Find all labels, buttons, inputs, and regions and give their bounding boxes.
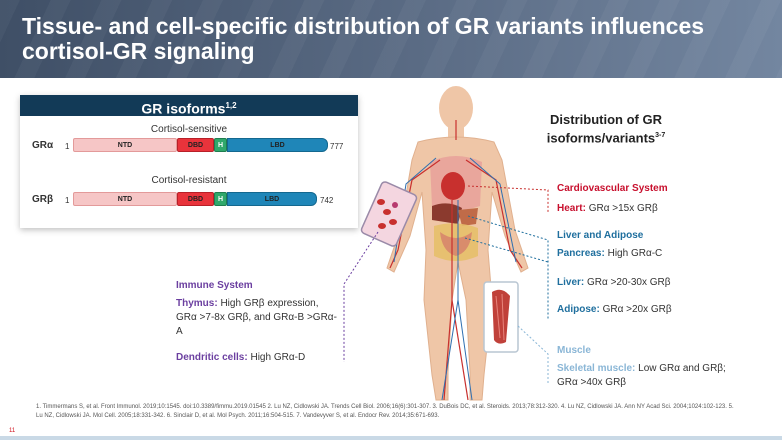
footer-bar: [0, 436, 782, 440]
gr-beta-hinge-domain: H: [214, 192, 227, 206]
gr-isoforms-panel: GR isoforms1,2 Cortisol-sensitive GRα 1 …: [20, 95, 358, 228]
liver-adipose-heading: Liver and Adipose: [557, 230, 644, 241]
skeletal-muscle-label: Skeletal muscle:: [557, 363, 636, 374]
dendritic-label: Dendritic cells:: [176, 352, 248, 363]
gr-beta-ntd-domain: NTD: [73, 192, 177, 206]
blood-cells-inset: [360, 181, 418, 247]
pancreas-text: High GRα-C: [607, 248, 663, 259]
distribution-title-sup: 3-7: [655, 132, 666, 139]
adipose-label: Adipose:: [557, 304, 600, 315]
gr-beta-label: GRβ: [32, 194, 54, 205]
gr-beta-subtitle: Cortisol-resistant: [151, 175, 227, 186]
muscle-heading: Muscle: [557, 345, 591, 356]
pancreas-line: Pancreas: High GRα-C: [557, 247, 662, 261]
thymus-label: Thymus:: [176, 298, 218, 309]
gr-beta-start: 1: [65, 196, 70, 205]
immune-heading: Immune System: [176, 280, 253, 291]
heart-line: Heart: GRα >15x GRβ: [557, 202, 658, 216]
title-bar-texture: [0, 0, 782, 78]
liver-line: Liver: GRα >20-30x GRβ: [557, 276, 671, 290]
gr-isoforms-heading-text: GR isoforms: [141, 100, 226, 117]
gr-alpha-subtitle: Cortisol-sensitive: [150, 124, 228, 135]
skeletal-muscle-text: Low GRα and GRβ; GRα >40x GRβ: [557, 363, 726, 388]
dendritic-line: Dendritic cells: High GRα-D: [176, 351, 305, 365]
muscle-inset: [483, 281, 519, 353]
heart-text: GRα >15x GRβ: [588, 203, 658, 214]
liver-text: GRα >20-30x GRβ: [587, 277, 671, 288]
dendritic-text: High GRα-D: [250, 352, 306, 363]
gr-alpha-label: GRα: [32, 140, 54, 151]
references: 1. Timmermans S, et al. Front Immunol. 2…: [36, 404, 734, 419]
gr-alpha-hinge-domain: H: [214, 138, 227, 152]
gr-alpha-end: 777: [330, 142, 344, 151]
title-bar: Tissue- and cell-specific distribution o…: [0, 0, 782, 78]
slide-title: Tissue- and cell-specific distribution o…: [22, 13, 705, 64]
distribution-title: Distribution of GR isoforms/variants3-7: [520, 112, 692, 146]
gr-alpha-lbd-domain: LBD: [227, 138, 328, 152]
page-number: 11: [9, 428, 16, 434]
cardiovascular-heading: Cardiovascular System: [557, 183, 668, 194]
adipose-text: GRα >20x GRβ: [602, 304, 672, 315]
gr-alpha-dbd-domain: DBD: [177, 138, 214, 152]
gr-isoforms-heading: GR isoforms1,2: [20, 95, 358, 117]
adipose-line: Adipose: GRα >20x GRβ: [557, 303, 672, 317]
gr-isoforms-heading-sup: 1,2: [225, 101, 237, 110]
liver-label: Liver:: [557, 277, 585, 288]
distribution-title-text: Distribution of GR isoforms/variants: [546, 112, 662, 146]
skeletal-muscle-line: Skeletal muscle: Low GRα and GRβ; GRα >4…: [557, 362, 732, 390]
heart-label: Heart:: [557, 203, 586, 214]
gr-beta-lbd-domain: LBD: [227, 192, 317, 206]
thymus-text: High GRβ expression, GRα >7-8x GRβ, and …: [176, 298, 337, 337]
gr-alpha-ntd-domain: NTD: [73, 138, 177, 152]
human-body-figure: [386, 86, 529, 401]
thymus-line: Thymus: High GRβ expression, GRα >7-8x G…: [176, 297, 340, 339]
gr-beta-end: 742: [320, 196, 334, 205]
pancreas-label: Pancreas:: [557, 248, 605, 259]
gr-beta-dbd-domain: DBD: [177, 192, 214, 206]
gr-alpha-start: 1: [65, 142, 70, 151]
